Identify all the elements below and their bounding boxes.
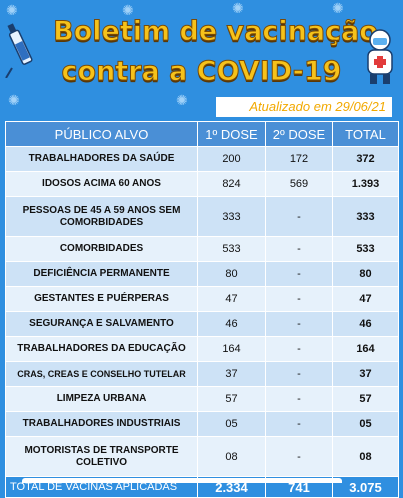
row-dose2: - [265,311,333,337]
header-total: TOTAL [332,121,399,147]
row-group: MOTORISTAS DE TRANSPORTE COLETIVO [5,436,198,477]
vaccination-table: PÚBLICO ALVO 1º DOSE 2º DOSE TOTAL TRABA… [5,121,399,498]
table-row: LIMPEZA URBANA 57 - 57 [5,386,399,412]
virus-icon: ✺ [6,2,18,18]
bulletin-header: Boletim de vacinação contra a COVID-19 [0,0,403,100]
row-total: 372 [332,146,399,172]
row-dose1: 333 [197,196,266,237]
bulletin-title-line1: Boletim de vacinação [53,16,379,48]
row-group: GESTANTES E PUÉRPERAS [5,286,198,312]
row-dose1: 164 [197,336,266,362]
row-dose1: 200 [197,146,266,172]
row-dose1: 533 [197,236,266,262]
virus-icon: ✺ [8,92,20,108]
row-group: IDOSOS ACIMA 60 ANOS [5,171,198,197]
table-row: GESTANTES E PUÉRPERAS 47 - 47 [5,286,399,312]
row-group: TRABALHADORES DA SAÚDE [5,146,198,172]
row-dose2: - [265,261,333,287]
row-total: 37 [332,361,399,387]
row-dose1: 824 [197,171,266,197]
table-row: CRAS, CREAS E CONSELHO TUTELAR 37 - 37 [5,361,399,387]
table-row: IDOSOS ACIMA 60 ANOS 824 569 1.393 [5,171,399,197]
bulletin-title-line2: contra a COVID-19 [61,56,342,88]
table-row: MOTORISTAS DE TRANSPORTE COLETIVO 08 - 0… [5,436,399,477]
row-group: COMORBIDADES [5,236,198,262]
row-total: 57 [332,386,399,412]
mascot-icon [367,29,393,84]
row-total: 533 [332,236,399,262]
header-target-group: PÚBLICO ALVO [5,121,198,147]
row-group: CRAS, CREAS E CONSELHO TUTELAR [5,361,198,387]
row-total: 08 [332,436,399,477]
row-total: 164 [332,336,399,362]
row-dose1: 05 [197,411,266,437]
row-dose2: - [265,196,333,237]
row-dose1: 46 [197,311,266,337]
row-dose2: - [265,361,333,387]
row-dose2: 569 [265,171,333,197]
virus-icon: ✺ [232,0,244,16]
table-header-row: PÚBLICO ALVO 1º DOSE 2º DOSE TOTAL [5,121,399,147]
table-row: DEFICIÊNCIA PERMANENTE 80 - 80 [5,261,399,287]
row-group: LIMPEZA URBANA [5,386,198,412]
row-dose2: - [265,336,333,362]
row-total: 1.393 [332,171,399,197]
row-dose2: - [265,236,333,262]
row-dose1: 37 [197,361,266,387]
row-dose1: 08 [197,436,266,477]
row-total: 80 [332,261,399,287]
syringe-icon [5,23,33,78]
row-dose2: 172 [265,146,333,172]
row-dose2: - [265,411,333,437]
table-row: PESSOAS DE 45 A 59 ANOS SEM COMORBIDADES… [5,196,399,237]
updated-date: Atualizado em 29/06/21 [216,97,392,117]
row-dose1: 57 [197,386,266,412]
table-row: TRABALHADORES DA EDUCAÇÃO 164 - 164 [5,336,399,362]
bottom-bar [22,478,342,483]
row-group: PESSOAS DE 45 A 59 ANOS SEM COMORBIDADES [5,196,198,237]
row-total: 05 [332,411,399,437]
table-row: TRABALHADORES DA SAÚDE 200 172 372 [5,146,399,172]
row-dose2: - [265,436,333,477]
table-row: SEGURANÇA E SALVAMENTO 46 - 46 [5,311,399,337]
row-group: SEGURANÇA E SALVAMENTO [5,311,198,337]
table-row: COMORBIDADES 533 - 533 [5,236,399,262]
row-total: 46 [332,311,399,337]
row-total: 47 [332,286,399,312]
row-dose1: 47 [197,286,266,312]
virus-icon: ✺ [332,0,344,16]
row-dose2: - [265,286,333,312]
footer-total: 3.075 [332,476,399,498]
header-first-dose: 1º DOSE [197,121,266,147]
row-total: 333 [332,196,399,237]
table-row: TRABALHADORES INDUSTRIAIS 05 - 05 [5,411,399,437]
virus-icon: ✺ [176,92,188,108]
row-dose2: - [265,386,333,412]
row-group: DEFICIÊNCIA PERMANENTE [5,261,198,287]
virus-icon: ✺ [122,2,134,18]
row-group: TRABALHADORES DA EDUCAÇÃO [5,336,198,362]
header-second-dose: 2º DOSE [265,121,333,147]
row-dose1: 80 [197,261,266,287]
row-group: TRABALHADORES INDUSTRIAIS [5,411,198,437]
